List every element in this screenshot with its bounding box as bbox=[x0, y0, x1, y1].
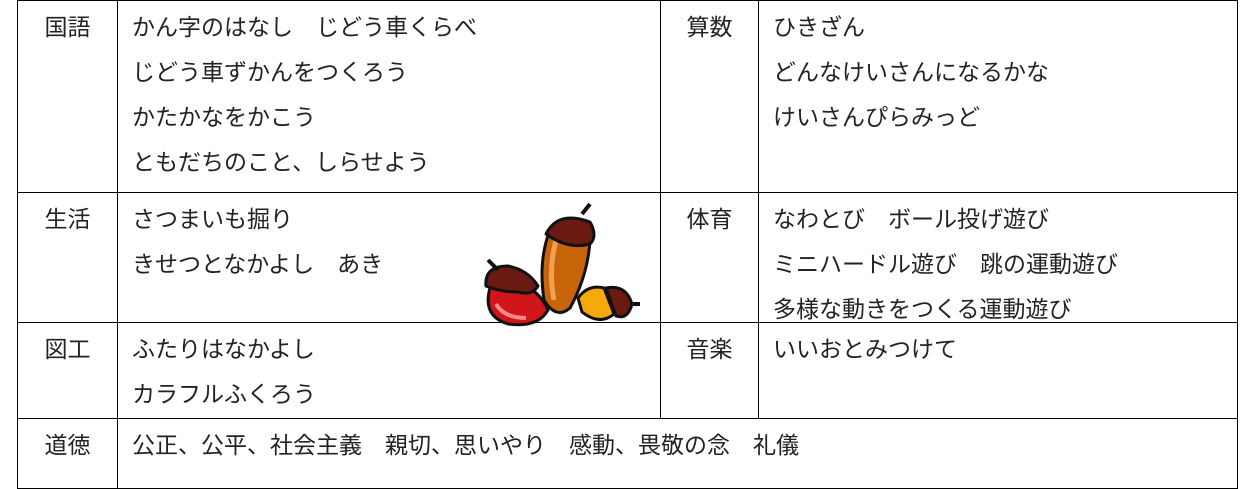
subject-label: 国語 bbox=[44, 15, 91, 41]
content-line: どんなけいさんになるかな bbox=[773, 60, 1049, 86]
content-cell: 公正、公平、社会主義 親切、思いやり 感動、畏敬の念 礼儀 bbox=[117, 418, 1238, 489]
content-line: かたかなをかこう bbox=[132, 105, 316, 131]
subject-label: 音楽 bbox=[686, 337, 733, 363]
content-line: ミニハードル遊び 跳の運動遊び bbox=[773, 252, 1118, 278]
content-line: きせつとなかよし あき bbox=[132, 252, 384, 278]
content-cell: なわとび ボール投げ遊びミニハードル遊び 跳の運動遊び 多様な動きをつくる運動遊び bbox=[758, 192, 1238, 323]
content-line: なわとび ボール投げ遊び bbox=[773, 207, 1049, 233]
acorn-illustration bbox=[484, 202, 640, 327]
content-line: ともだちのこと、しらせよう bbox=[132, 150, 430, 176]
content-line: ふたりはなかよし bbox=[132, 337, 315, 363]
content-line: ひきざん bbox=[773, 15, 865, 41]
subject-cell: 生活 bbox=[17, 192, 118, 323]
content-cell: ふたりはなかよし カラフルふくろう bbox=[117, 322, 661, 419]
content-cell: ひきざんどんなけいさんになるかな けいさんぴらみっど bbox=[758, 0, 1238, 193]
content-cell: かん字のはなし じどう車くらべ じどう車ずかんをつくろう かたかなをかこうともだちの… bbox=[117, 0, 661, 193]
subject-label: 算数 bbox=[686, 15, 733, 41]
content-line: じどう車ずかんをつくろう bbox=[132, 60, 408, 86]
subject-label: 生活 bbox=[44, 207, 91, 233]
subject-label: 図工 bbox=[44, 337, 91, 363]
subject-cell: 体育 bbox=[660, 192, 759, 323]
content-line: けいさんぴらみっど bbox=[773, 105, 980, 131]
subject-cell: 音楽 bbox=[660, 322, 759, 419]
content-line: いいおとみつけて bbox=[773, 337, 957, 363]
subject-cell: 図工 bbox=[17, 322, 118, 419]
content-line: 多様な動きをつくる運動遊び bbox=[773, 297, 1072, 323]
content-cell: いいおとみつけて bbox=[758, 322, 1238, 419]
content-line: カラフルふくろう bbox=[132, 382, 316, 408]
subject-cell: 道徳 bbox=[17, 418, 118, 489]
subject-cell: 国語 bbox=[17, 0, 118, 193]
subject-label: 道徳 bbox=[44, 433, 91, 459]
subject-cell: 算数 bbox=[660, 0, 759, 193]
content-line: 公正、公平、社会主義 親切、思いやり 感動、畏敬の念 礼儀 bbox=[132, 433, 799, 459]
subject-label: 体育 bbox=[686, 207, 733, 233]
content-line: さつまいも掘り bbox=[132, 207, 293, 233]
content-line: かん字のはなし じどう車くらべ bbox=[132, 15, 477, 41]
